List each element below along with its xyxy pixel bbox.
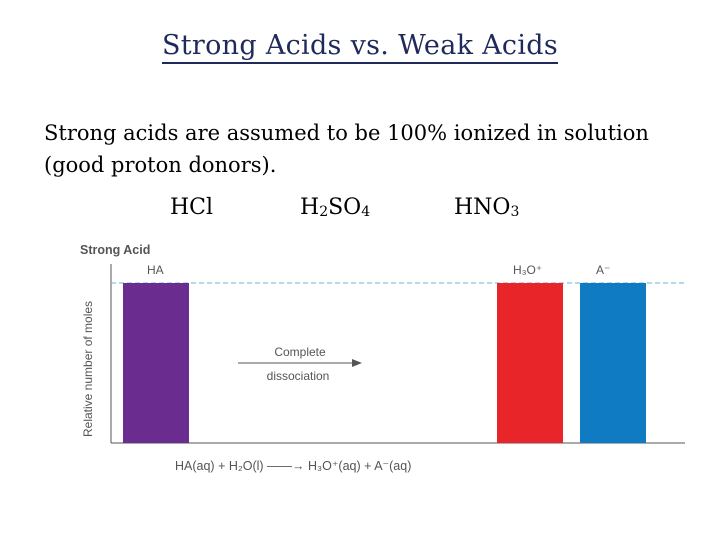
formula-text: HNO [454,195,511,220]
formula-text: H [300,195,320,220]
slide-title: Strong Acids vs. Weak Acids [0,30,720,64]
bar-h3o [497,283,563,443]
annotation-arrowhead [352,359,362,367]
bar-a-minus [580,283,646,443]
category-label-ha: HA [147,263,164,277]
formula-hcl: HCl [170,195,214,220]
chart-title: Strong Acid [80,243,150,257]
slide-title-text: Strong Acids vs. Weak Acids [161,30,559,64]
body-text: Strong acids are assumed to be 100% ioni… [44,121,649,177]
formula-subscript: 3 [510,204,520,220]
annotation-line2: dissociation [267,369,330,383]
y-axis-label: Relative number of moles [81,301,95,437]
reaction-equation: HA(aq) + H₂O(l) ——→ H₃O⁺(aq) + A⁻(aq) [175,459,411,473]
formula-text: SO [328,195,362,220]
category-label-h3o: H₃O⁺ [513,263,542,277]
formula-hno3: HNO3 [454,195,519,220]
formula-subscript: 2 [319,204,329,220]
strong-acid-chart: Strong Acid Relative number of moles HA H₃O… [80,243,685,473]
annotation-line1: Complete [274,345,326,359]
formula-h2so4: H2SO4 [300,195,370,220]
formula-subscript: 4 [361,204,371,220]
bar-ha [123,283,189,443]
category-label-a-minus: A⁻ [596,263,610,277]
